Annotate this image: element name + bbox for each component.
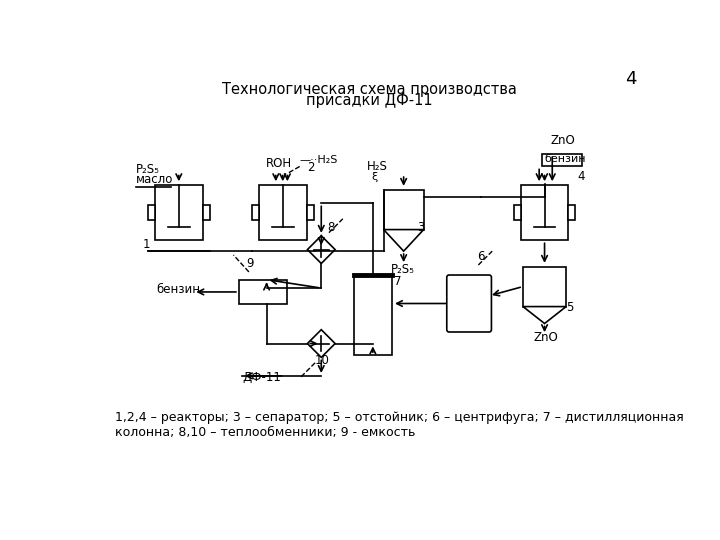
- Text: бензин: бензин: [544, 154, 586, 164]
- Text: 7: 7: [395, 275, 402, 288]
- Text: —··H₂S: —··H₂S: [300, 155, 338, 165]
- Text: Технологическая схема производства: Технологическая схема производства: [222, 82, 516, 97]
- Bar: [239, 280, 287, 304]
- Text: ДФ-11: ДФ-11: [242, 370, 281, 383]
- Text: ROH: ROH: [266, 157, 292, 170]
- Bar: [252, 205, 259, 220]
- Text: ZnO: ZnO: [533, 330, 558, 343]
- Text: 1,2,4 – реакторы; 3 – сепаратор; 5 – отстойник; 6 – центрифуга; 7 – дистилляцион: 1,2,4 – реакторы; 3 – сепаратор; 5 – отс…: [115, 411, 684, 440]
- Bar: [354, 275, 392, 355]
- Text: H₂S: H₂S: [366, 160, 387, 173]
- Bar: [203, 205, 210, 220]
- Bar: [514, 205, 521, 220]
- Text: 2: 2: [307, 161, 315, 174]
- Text: бензин: бензин: [156, 283, 200, 296]
- Bar: [307, 205, 314, 220]
- Bar: [155, 185, 203, 240]
- Bar: [384, 190, 423, 230]
- Bar: [568, 205, 575, 220]
- Polygon shape: [307, 330, 335, 357]
- Text: ZnO: ZnO: [551, 134, 575, 147]
- Polygon shape: [307, 236, 335, 264]
- Text: P₂S₅: P₂S₅: [390, 263, 415, 276]
- Bar: [542, 154, 582, 166]
- Text: 5: 5: [566, 301, 574, 314]
- Text: присадки ДФ-11: присадки ДФ-11: [306, 93, 432, 109]
- Text: P₂S₅: P₂S₅: [135, 163, 160, 176]
- Text: 8: 8: [328, 221, 335, 234]
- Bar: [259, 185, 307, 240]
- Polygon shape: [523, 307, 566, 323]
- Text: 10: 10: [315, 354, 330, 367]
- Text: масло: масло: [135, 173, 173, 186]
- Text: 6: 6: [477, 251, 485, 264]
- Text: 9: 9: [246, 258, 253, 271]
- Bar: [148, 205, 155, 220]
- Text: ξ: ξ: [372, 172, 377, 182]
- Text: 1: 1: [143, 238, 150, 251]
- Bar: [523, 267, 566, 307]
- Text: 4: 4: [577, 171, 585, 184]
- Bar: [521, 185, 568, 240]
- Text: 4: 4: [625, 70, 636, 87]
- Text: 3: 3: [418, 221, 425, 234]
- Polygon shape: [384, 230, 423, 251]
- FancyBboxPatch shape: [447, 275, 492, 332]
